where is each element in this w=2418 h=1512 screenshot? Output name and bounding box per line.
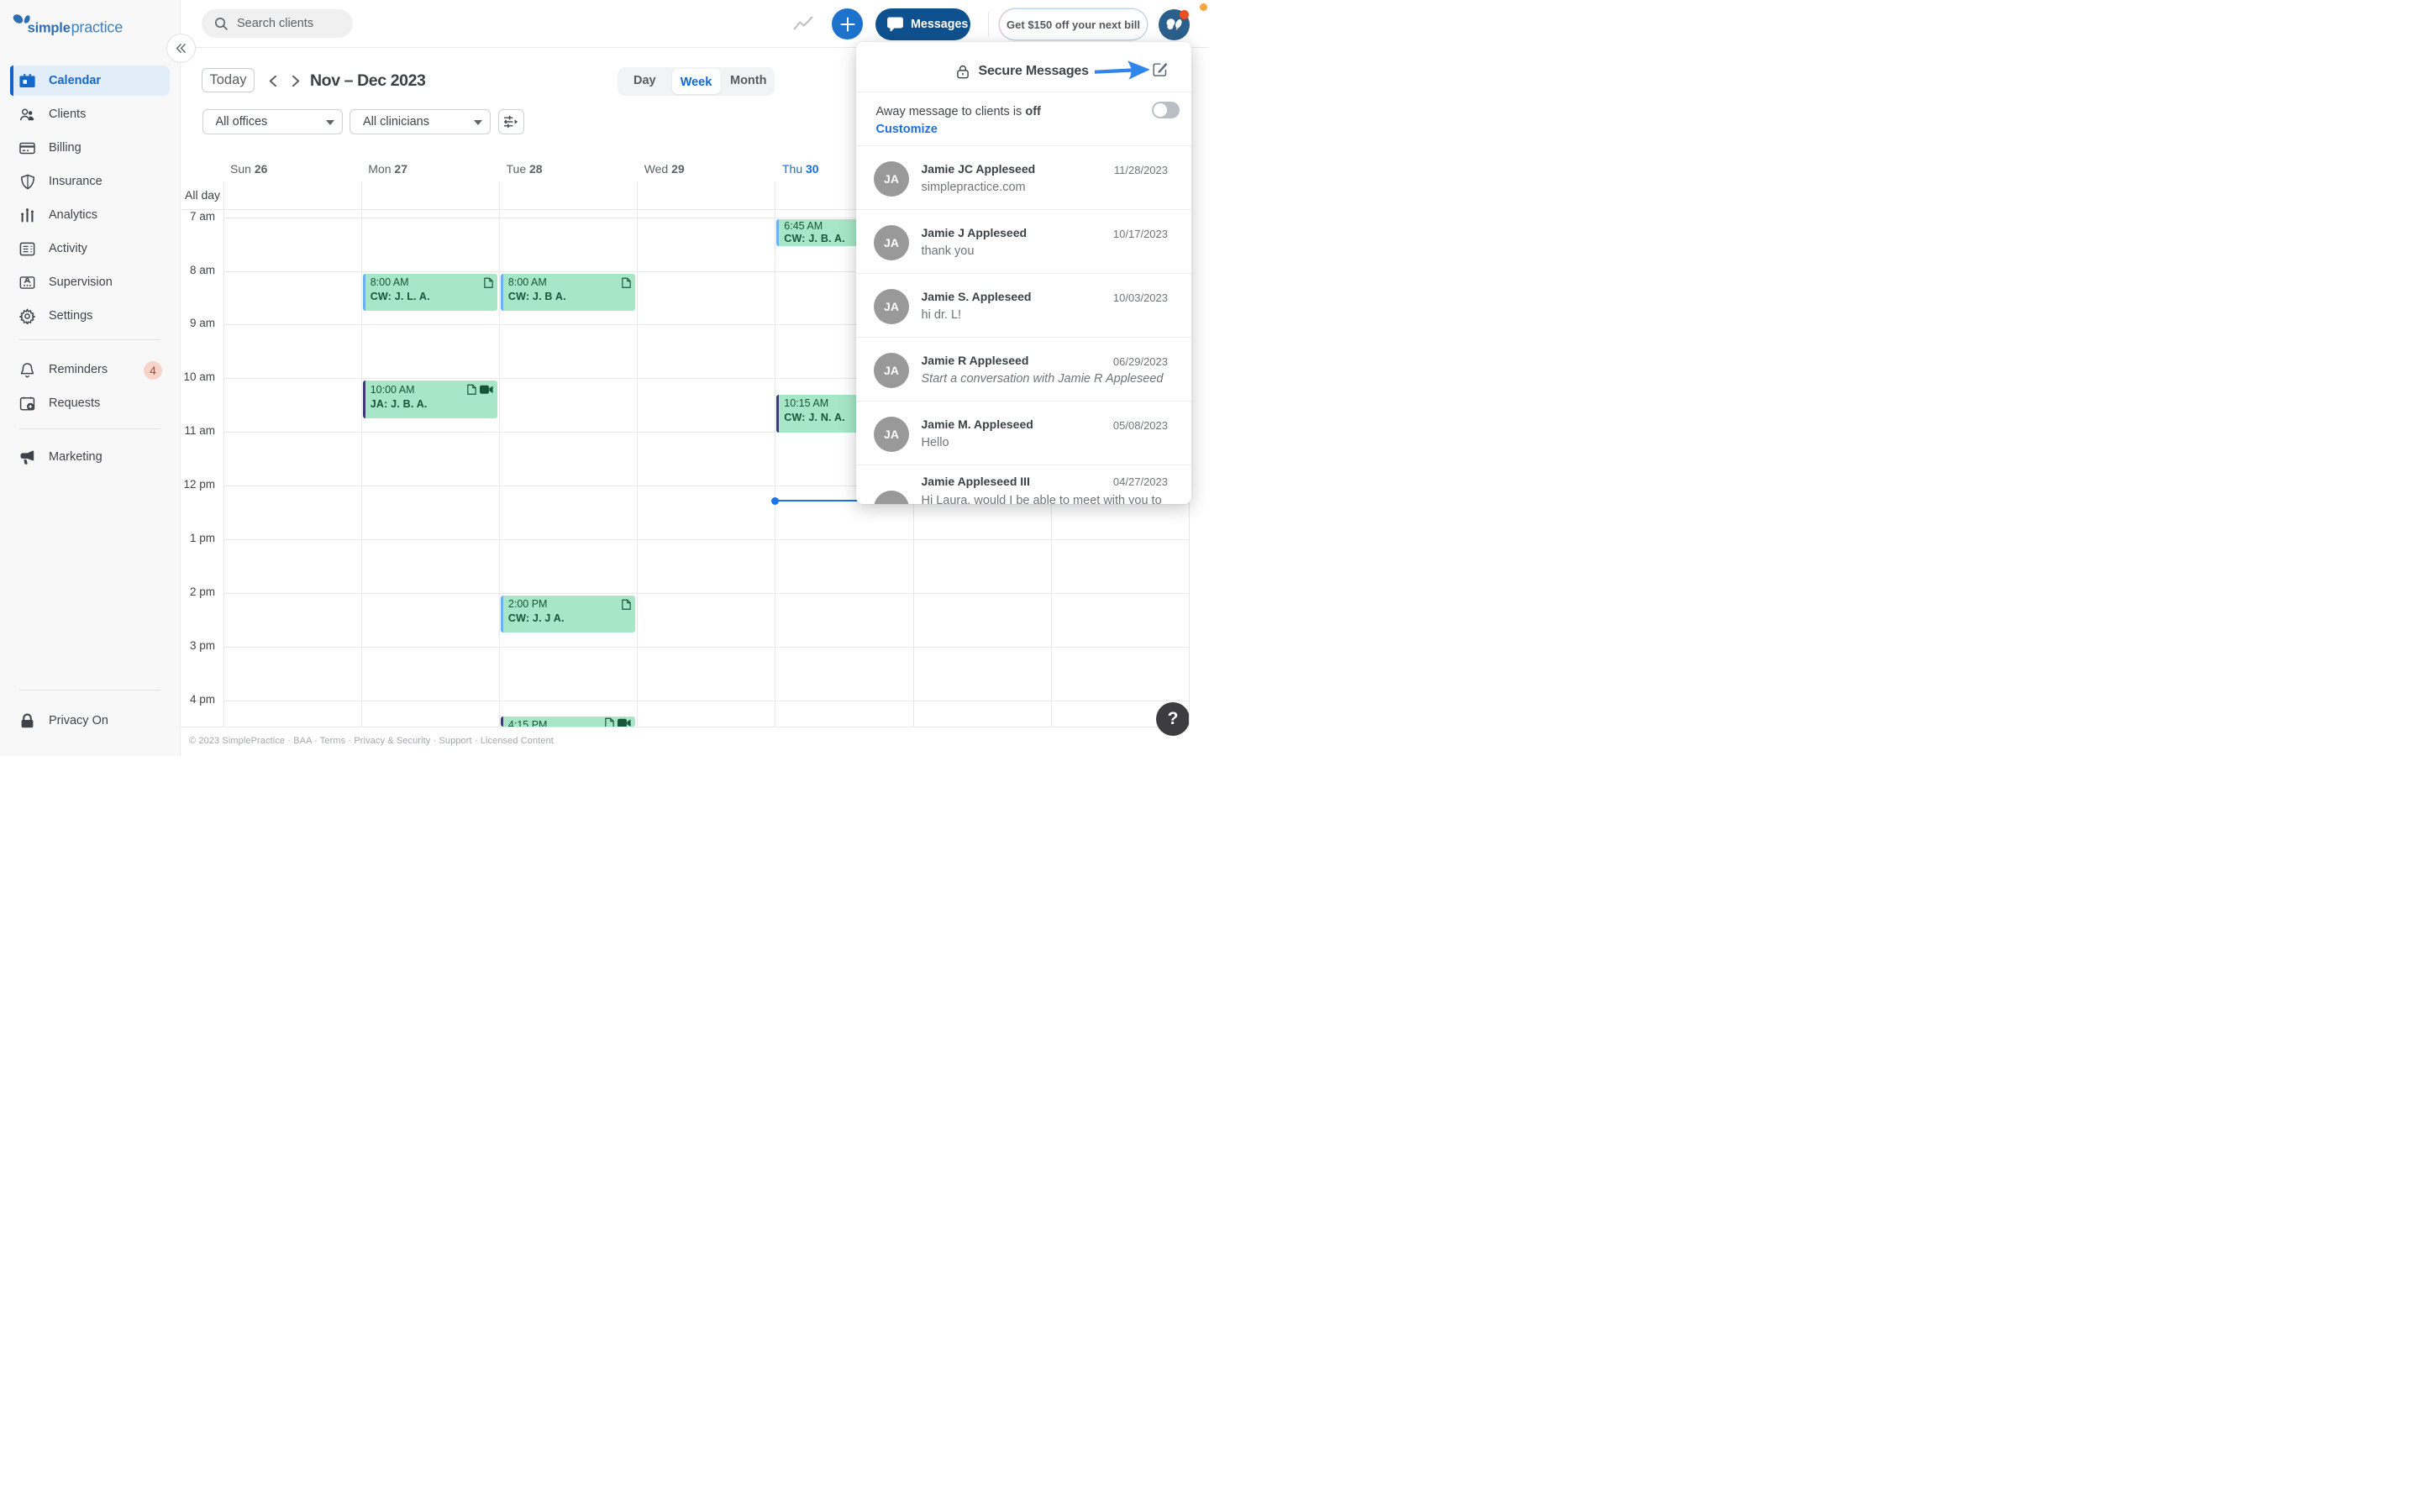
svg-text:practice: practice	[71, 19, 124, 36]
svg-text:simple: simple	[28, 21, 71, 36]
